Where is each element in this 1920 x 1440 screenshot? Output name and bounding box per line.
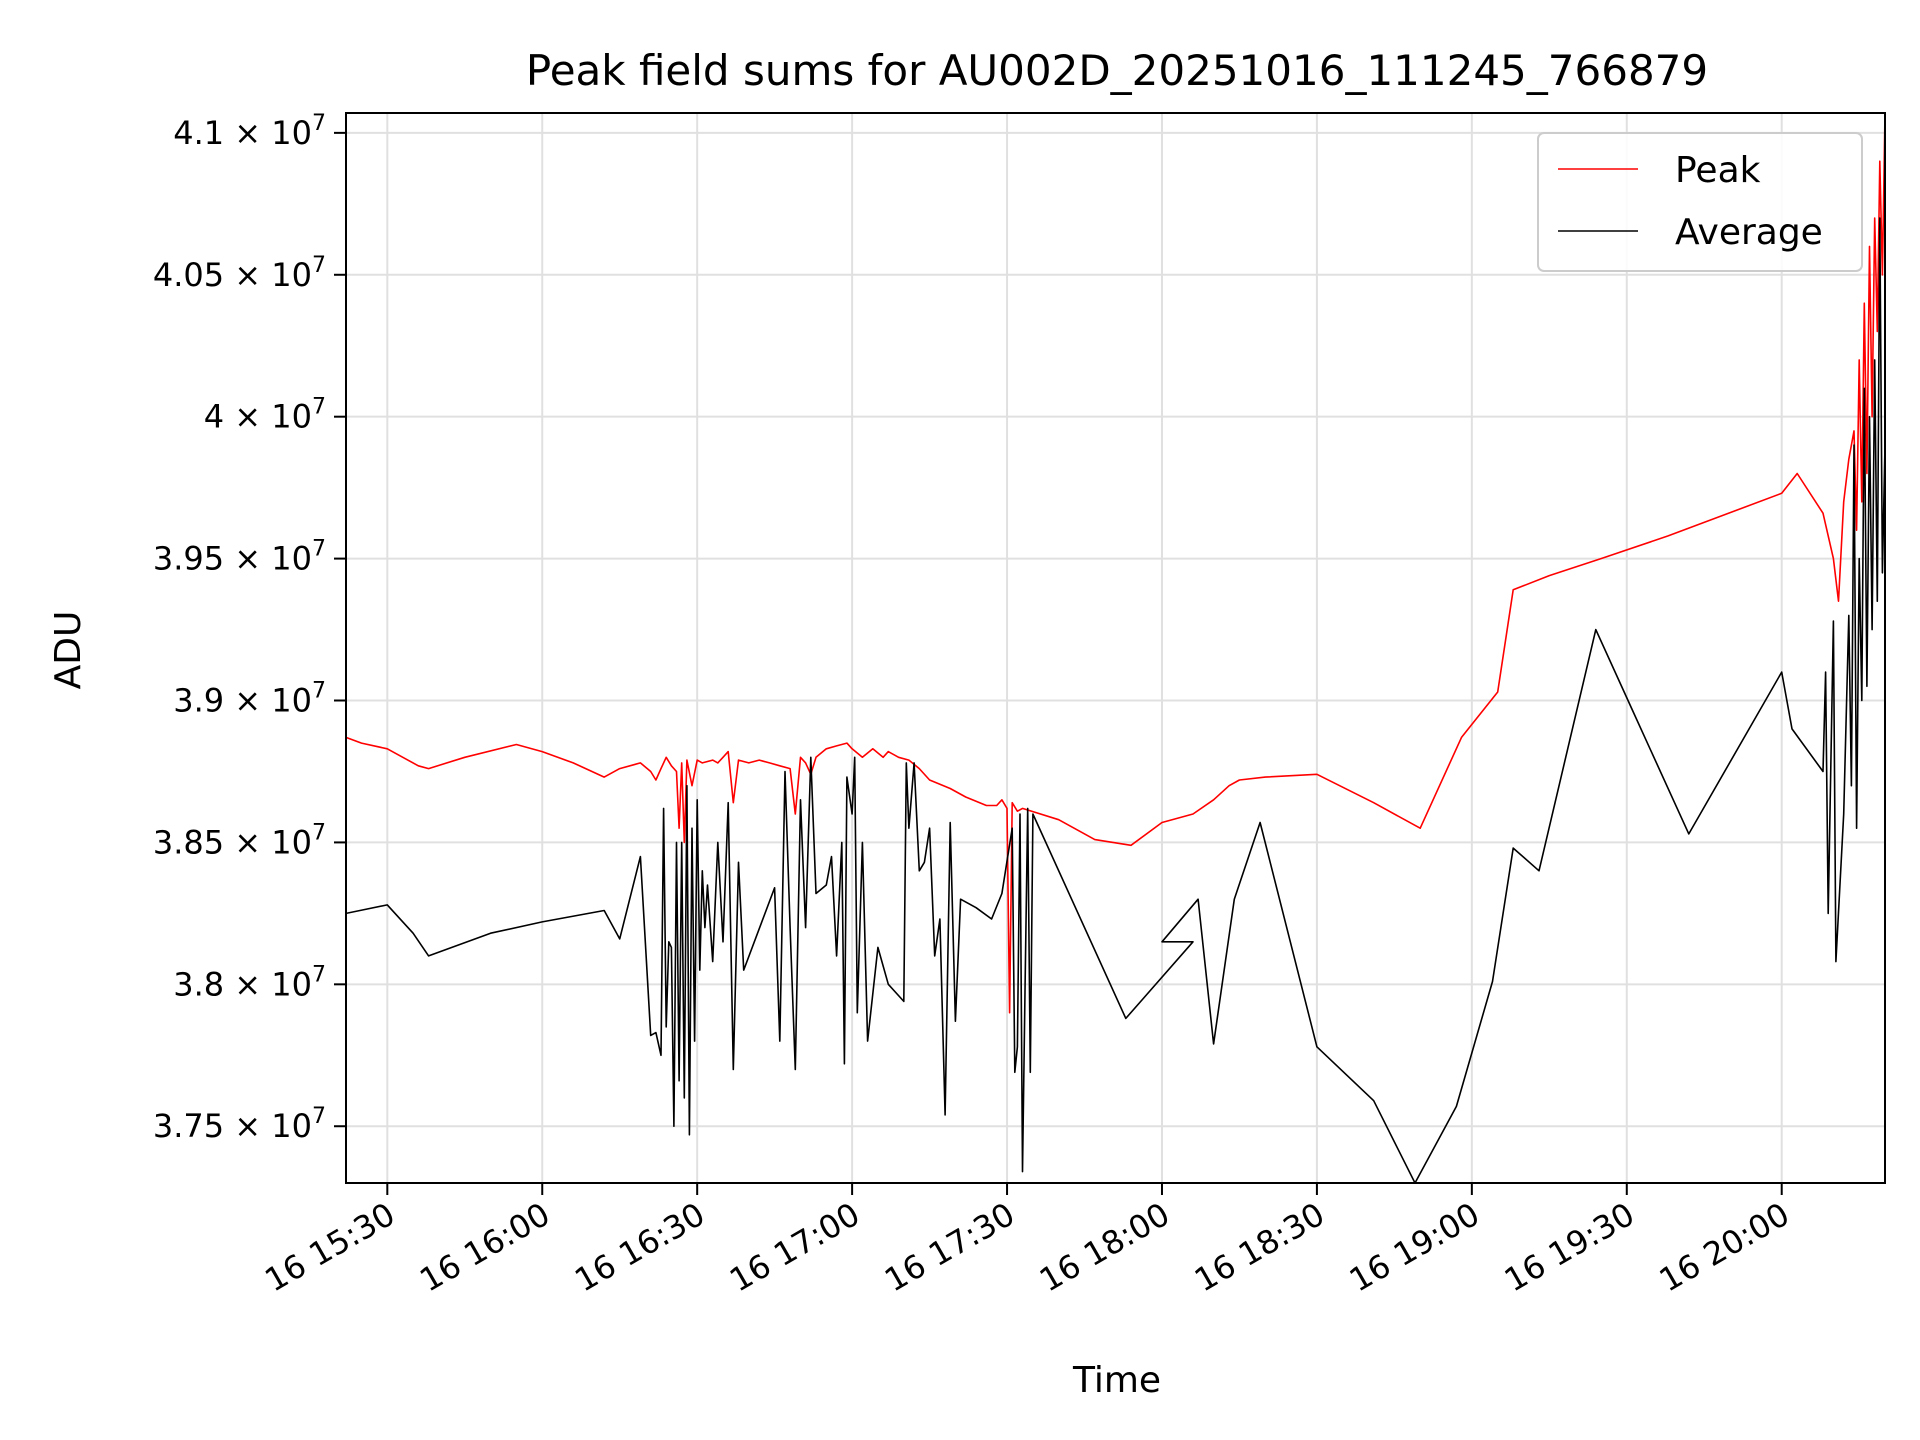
y-tick-label: 4.1 × 107 <box>173 111 326 152</box>
legend-box <box>1537 132 1863 272</box>
y-tick-label: 3.85 × 107 <box>153 820 326 861</box>
y-tick-label: 3.8 × 107 <box>173 962 326 1003</box>
y-tick-label: 3.75 × 107 <box>153 1104 326 1145</box>
series-line-peak <box>346 113 1885 1014</box>
legend: Peak Average <box>1537 132 1863 272</box>
gridlines <box>346 113 1885 1183</box>
y-tick-label: 3.9 × 107 <box>173 679 326 720</box>
y-tick-label: 3.95 × 107 <box>153 537 326 578</box>
series-line-average <box>346 217 1885 1183</box>
legend-label-average: Average <box>1675 212 1823 253</box>
y-tick-label: 4.05 × 107 <box>153 253 326 294</box>
series-lines <box>346 113 1885 1183</box>
y-axis-label: ADU <box>48 611 89 690</box>
plot-frame <box>345 112 1886 1184</box>
chart-title: Peak field sums for AU002D_20251016_1112… <box>526 46 1708 95</box>
legend-label-peak: Peak <box>1675 150 1761 191</box>
y-tick-label: 4 × 107 <box>204 395 326 436</box>
x-axis-label: Time <box>1072 1360 1161 1401</box>
